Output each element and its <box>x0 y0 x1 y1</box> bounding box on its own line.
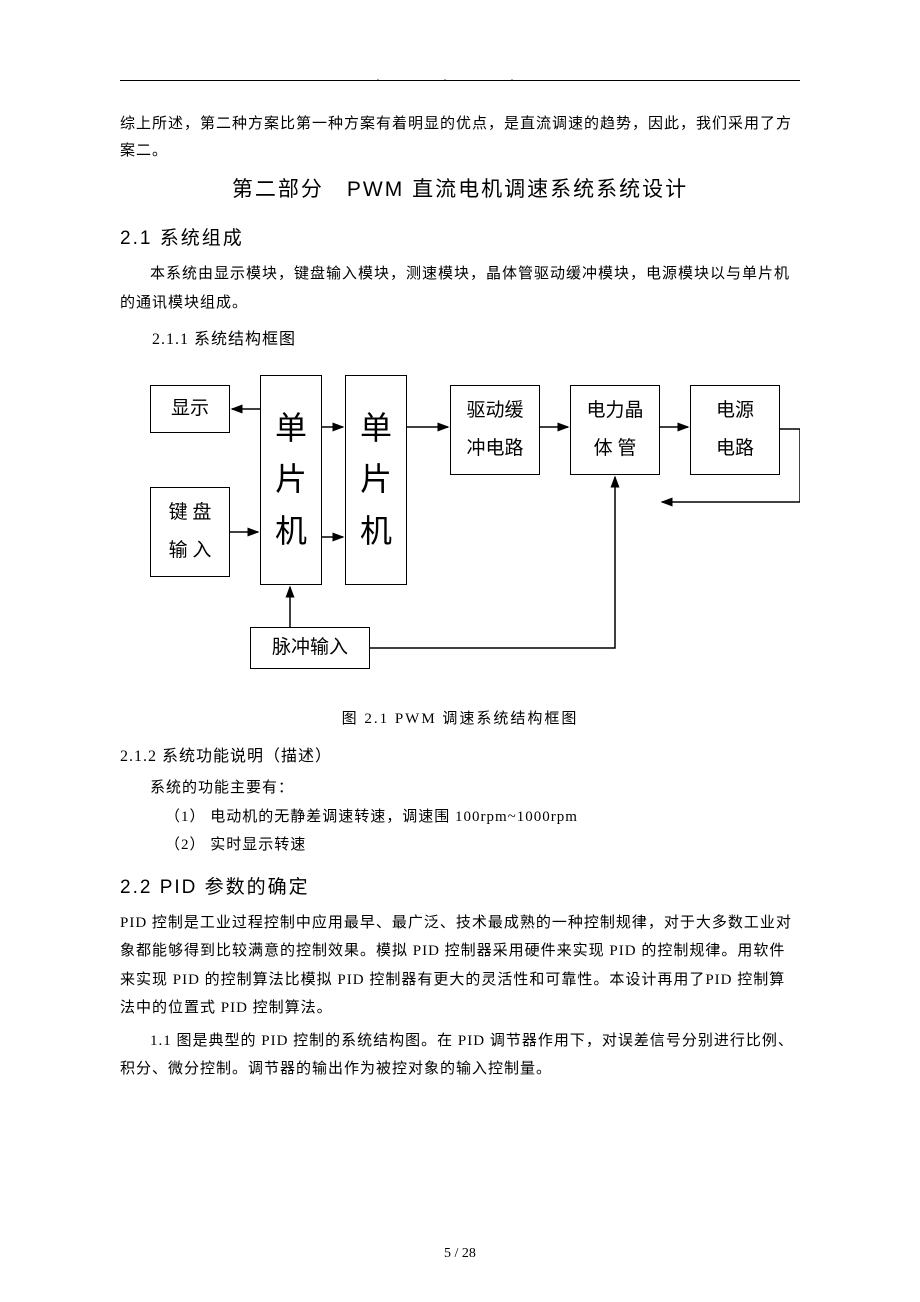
node-mcu2-label: 单 片 机 <box>360 403 392 557</box>
paragraph-2-2-b-text: 1.1 图是典型的 PID 控制的系统结构图。在 PID 调节器作用下，对误差信… <box>120 1033 794 1078</box>
paragraph-2-2-a: PID 控制是工业过程控制中应用最早、最广泛、技术最成熟的一种控制规律，对于大多… <box>120 909 800 1023</box>
node-pulse: 脉冲输入 <box>250 627 370 669</box>
node-mcu1: 单 片 机 <box>260 375 322 585</box>
intro-paragraph: 综上所述，第二种方案比第一种方案有着明显的优点，是直流调速的趋势，因此，我们采用… <box>120 111 800 165</box>
node-transistor: 电力晶 体 管 <box>570 385 660 475</box>
func-item-1: （1） 电动机的无静差调速转速，调速围 100rpm~1000rpm <box>165 803 800 832</box>
heading-2-1-1: 2.1.1 系统结构框图 <box>152 325 800 349</box>
node-display: 显示 <box>150 385 230 433</box>
header-rule: . . . <box>120 80 800 81</box>
func-intro: 系统的功能主要有： <box>150 774 800 803</box>
node-mcu1-label: 单 片 机 <box>275 403 307 557</box>
node-pulse-label: 脉冲输入 <box>272 629 348 667</box>
section-title: 第二部分 PWM 直流电机调速系统系统设计 <box>120 173 800 203</box>
figure-caption: 图 2.1 PWM 调速系统结构框图 <box>120 707 800 728</box>
node-mcu2: 单 片 机 <box>345 375 407 585</box>
block-diagram: 显示 键 盘 输 入 单 片 机 单 片 机 驱动缓 冲电路 电力晶 体 管 电… <box>120 367 800 687</box>
header-dots: . . . <box>376 70 544 86</box>
paragraph-2-2-b: 1.1 图是典型的 PID 控制的系统结构图。在 PID 调节器作用下，对误差信… <box>120 1027 800 1084</box>
node-drive: 驱动缓 冲电路 <box>450 385 540 475</box>
node-drive-label: 驱动缓 冲电路 <box>466 392 523 468</box>
node-transistor-label: 电力晶 体 管 <box>586 392 643 468</box>
page-footer: 5 / 28 <box>0 1246 920 1262</box>
heading-2-1-2: 2.1.2 系统功能说明（描述） <box>120 742 800 766</box>
heading-2-1: 2.1 系统组成 <box>120 223 800 250</box>
node-display-label: 显示 <box>171 390 209 428</box>
paragraph-2-1-text: 本系统由显示模块，键盘输入模块，测速模块，晶体管驱动缓冲模块，电源模块以与单片机… <box>120 266 790 311</box>
func-item-2: （2） 实时显示转速 <box>165 831 800 860</box>
node-power: 电源 电路 <box>690 385 780 475</box>
node-keyboard-label: 键 盘 输 入 <box>169 494 212 570</box>
node-keyboard: 键 盘 输 入 <box>150 487 230 577</box>
node-power-label: 电源 电路 <box>716 392 754 468</box>
paragraph-2-1: 本系统由显示模块，键盘输入模块，测速模块，晶体管驱动缓冲模块，电源模块以与单片机… <box>120 260 800 317</box>
heading-2-2: 2.2 PID 参数的确定 <box>120 872 800 899</box>
